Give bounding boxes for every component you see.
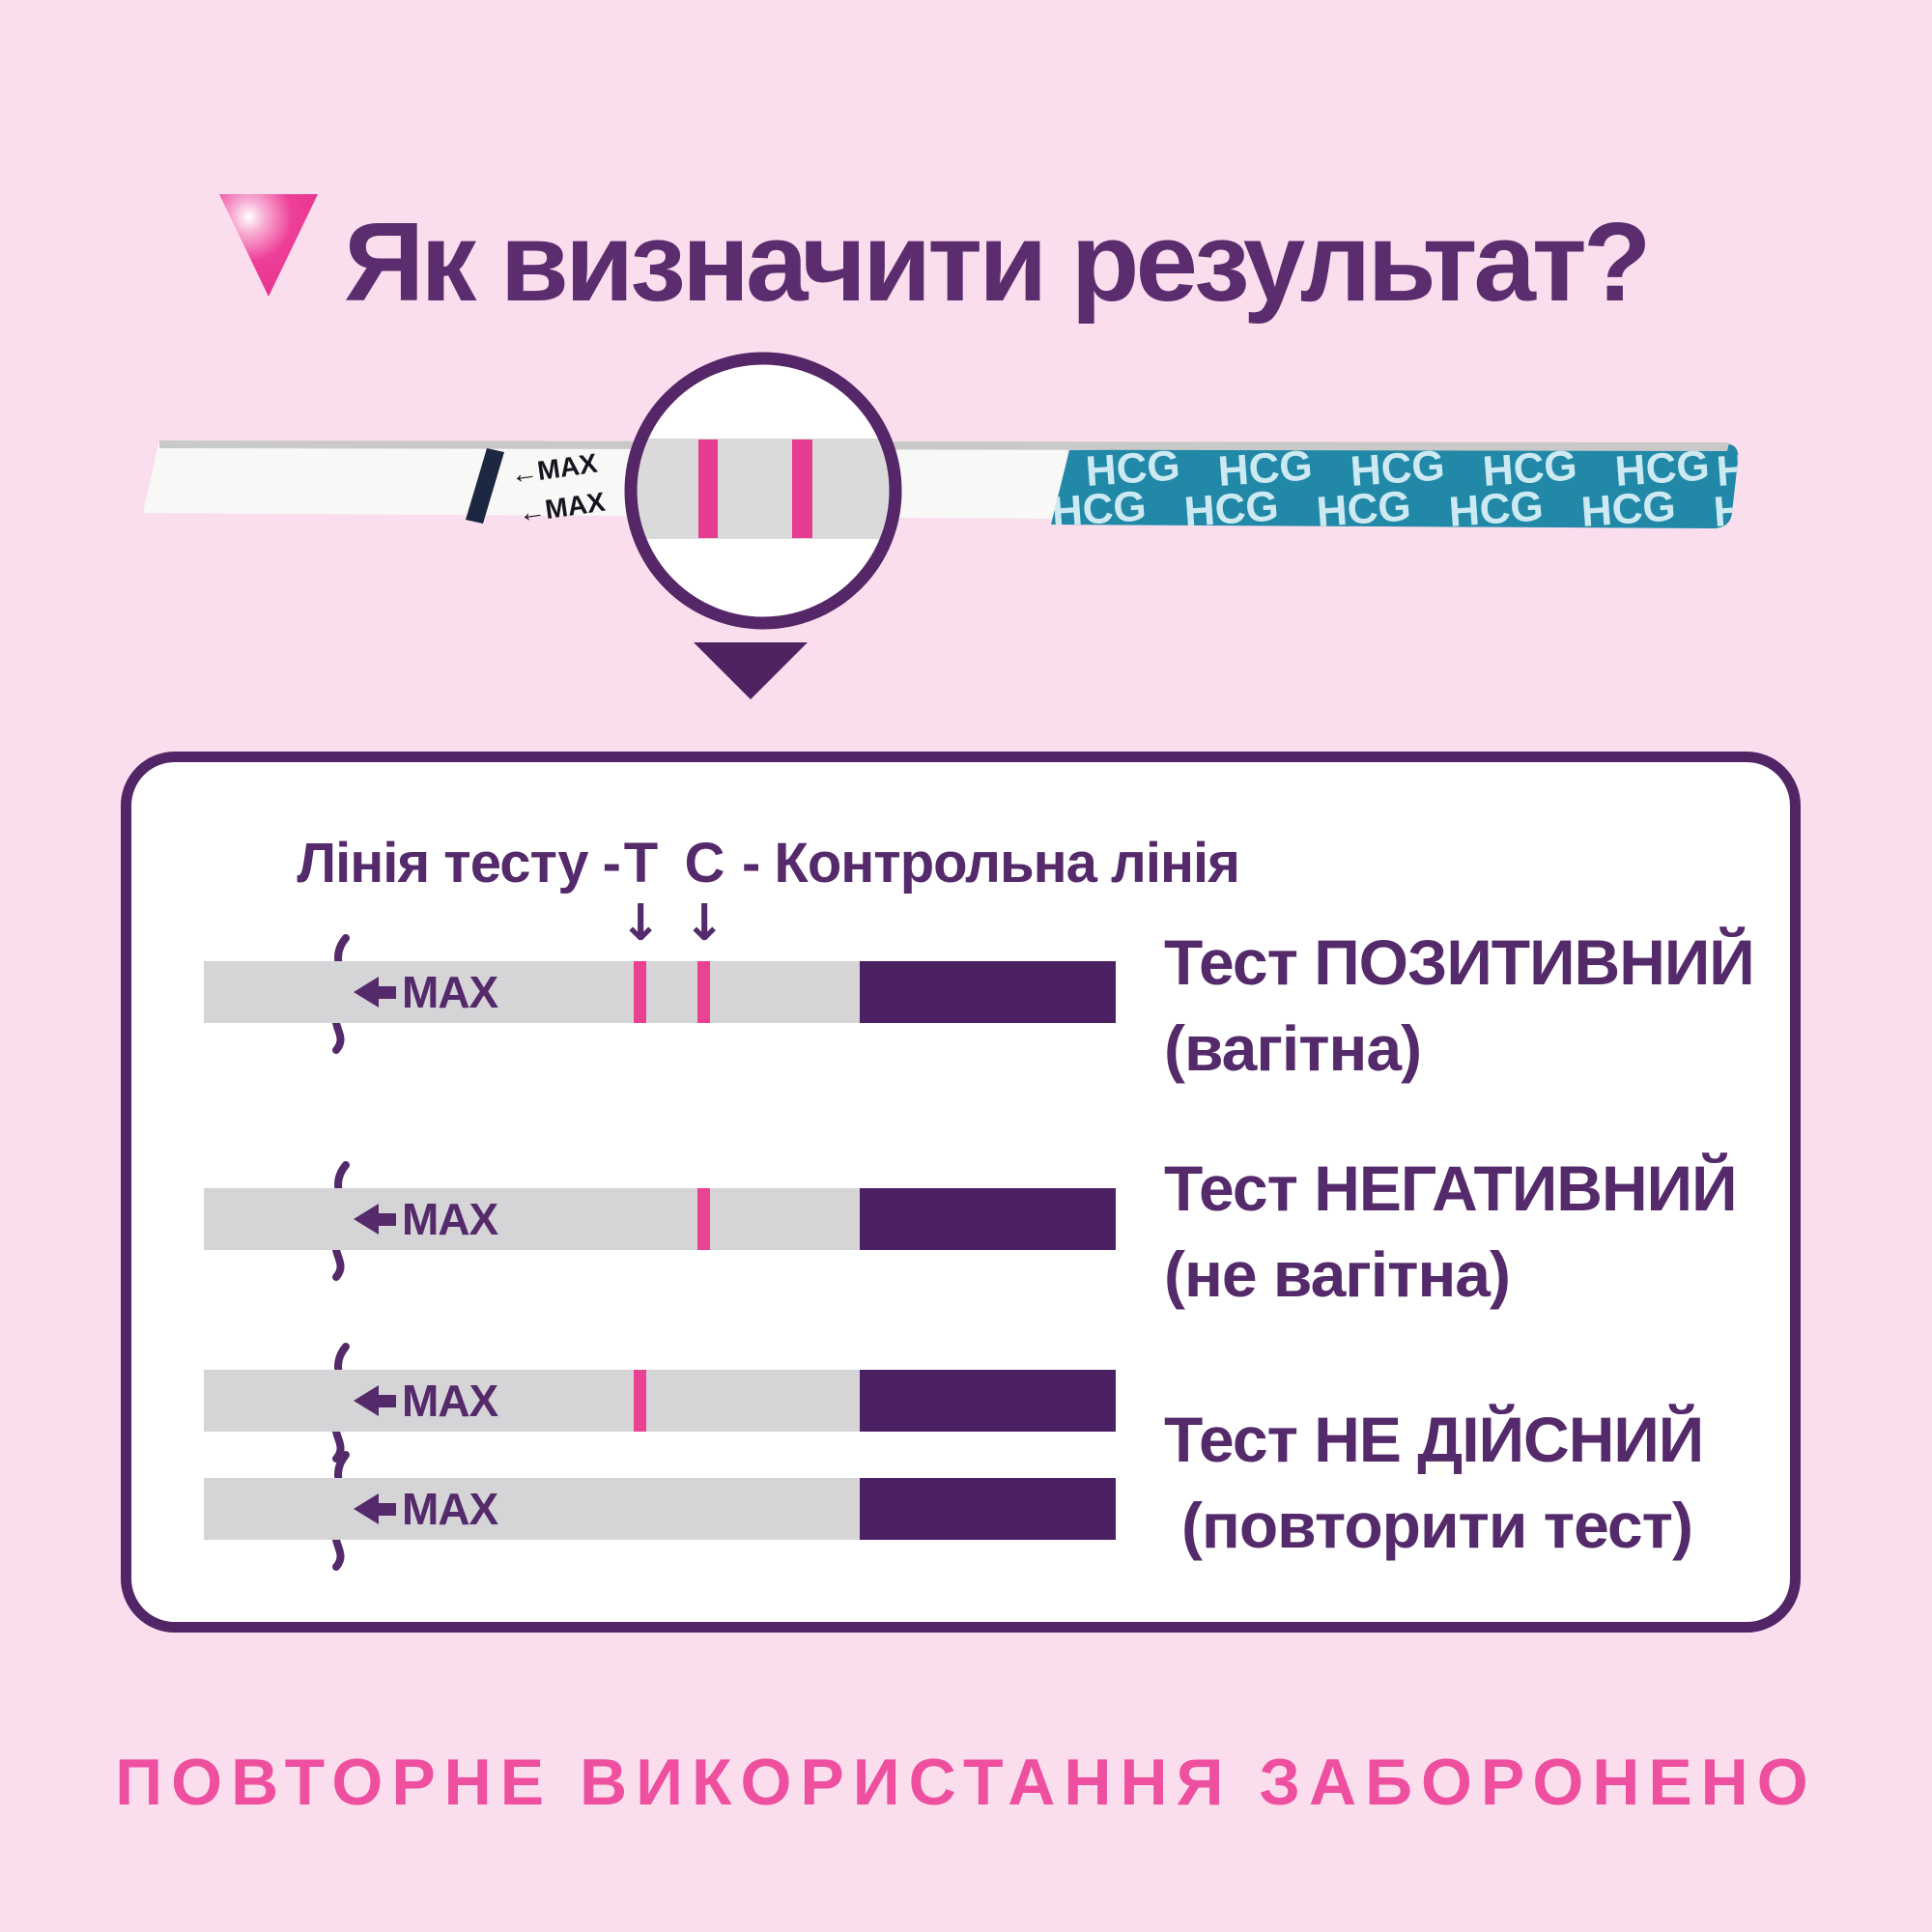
max-marker: MAX: [354, 1376, 498, 1426]
legend-control-line-label: - Контрольна лінія: [742, 832, 1240, 895]
reuse-warning-text: ПОВТОРНЕ ВИКОРИСТАННЯ ЗАБОРОНЕНО: [115, 1746, 1817, 1819]
legend-c-letter: С: [684, 832, 725, 895]
hcg-pattern-text: HCG: [1447, 482, 1545, 536]
result-strip-positive: [204, 961, 1116, 1023]
result-subtitle: (вагітна): [1164, 1012, 1422, 1085]
left-arrow-icon: [354, 1204, 379, 1235]
result-strip-invalid-2: [204, 1478, 1116, 1540]
hcg-pattern-text: HCG: [1715, 441, 1748, 496]
strip-handle: [1051, 442, 1739, 529]
max-marker: MAX: [354, 1484, 498, 1534]
pink-triangle-icon: [219, 194, 318, 297]
left-arrow-icon: [379, 985, 396, 999]
left-arrow-icon: [379, 1394, 396, 1407]
result-label-negative: Тест НЕГАТИВНИЙ (не вагітна): [1164, 1146, 1738, 1318]
down-arrow-icon: ↓: [683, 895, 725, 952]
page-title: Як визначити результат?: [344, 199, 1652, 325]
max-marker: MAX: [354, 1194, 498, 1244]
result-title: Тест НЕГАТИВНИЙ: [1164, 1152, 1738, 1224]
max-label: MAX: [402, 1194, 498, 1244]
test-line: [634, 961, 646, 1023]
strip-top-edge: [159, 440, 1729, 451]
hcg-pattern-text: HCG: [1216, 441, 1314, 496]
legend-t-letter: Т: [623, 832, 658, 895]
result-strip-negative: [204, 1188, 1116, 1250]
hcg-pattern-text: HCG: [1182, 482, 1280, 536]
max-marker: MAX: [354, 967, 498, 1017]
strip-handle-block: [860, 1478, 1116, 1540]
strip-handle-block: [860, 1188, 1116, 1250]
hcg-pattern-text: HCG: [1315, 482, 1412, 536]
left-arrow-icon: [379, 1502, 396, 1516]
result-title: Тест НЕ ДІЙСНИЙ: [1164, 1404, 1704, 1475]
max-label: MAX: [402, 1376, 498, 1426]
strip-max-line-mark: [466, 448, 504, 524]
left-arrow-icon: [354, 1385, 379, 1416]
control-line: [697, 1188, 710, 1250]
strip-handle-block: [860, 1370, 1116, 1432]
test-strip-illustration: HCG HCG HCG HCG HCG HCG HCG HCG HCG HCG …: [143, 352, 1748, 699]
strip-handle-block: [860, 961, 1116, 1023]
hcg-pattern-text: HCG: [1050, 482, 1148, 536]
hcg-pattern-text: HCG: [1349, 441, 1446, 496]
test-line: [634, 1370, 646, 1432]
hcg-pattern-text: HCG: [1712, 482, 1748, 536]
down-arrow-icon: ↓: [619, 895, 662, 952]
results-panel: Лінія тесту - Т С - Контрольна лінія ↓ ↓…: [121, 752, 1801, 1633]
pointer-triangle-icon: [694, 642, 808, 699]
hcg-pattern-text: HCG: [1613, 441, 1711, 496]
result-label-positive: Тест ПОЗИТИВНИЙ (вагітна): [1164, 920, 1755, 1092]
hcg-pattern-text: HCG: [1481, 441, 1578, 496]
magnified-test-line: [698, 440, 718, 538]
result-subtitle: (не вагітна): [1164, 1238, 1511, 1311]
hcg-pattern-text: HCG: [1084, 441, 1181, 496]
hcg-pattern-text: HCG: [1579, 482, 1677, 536]
max-label: MAX: [402, 1484, 498, 1534]
control-line: [697, 961, 710, 1023]
left-arrow-icon: [354, 1493, 379, 1524]
result-strip-invalid-1: [204, 1370, 1116, 1432]
legend-test-line-label: Лінія тесту -: [297, 832, 621, 895]
left-arrow-icon: [354, 977, 379, 1008]
max-label: MAX: [402, 967, 498, 1017]
magnified-control-line: [792, 440, 812, 538]
result-title: Тест ПОЗИТИВНИЙ: [1164, 926, 1755, 998]
magnified-strip-band: [637, 439, 890, 539]
result-label-invalid: Тест НЕ ДІЙСНИЙ (повторити тест): [1164, 1397, 1704, 1569]
result-subtitle: (повторити тест): [1181, 1490, 1693, 1562]
left-arrow-icon: [379, 1212, 396, 1226]
magnifier-ring: [624, 352, 902, 630]
